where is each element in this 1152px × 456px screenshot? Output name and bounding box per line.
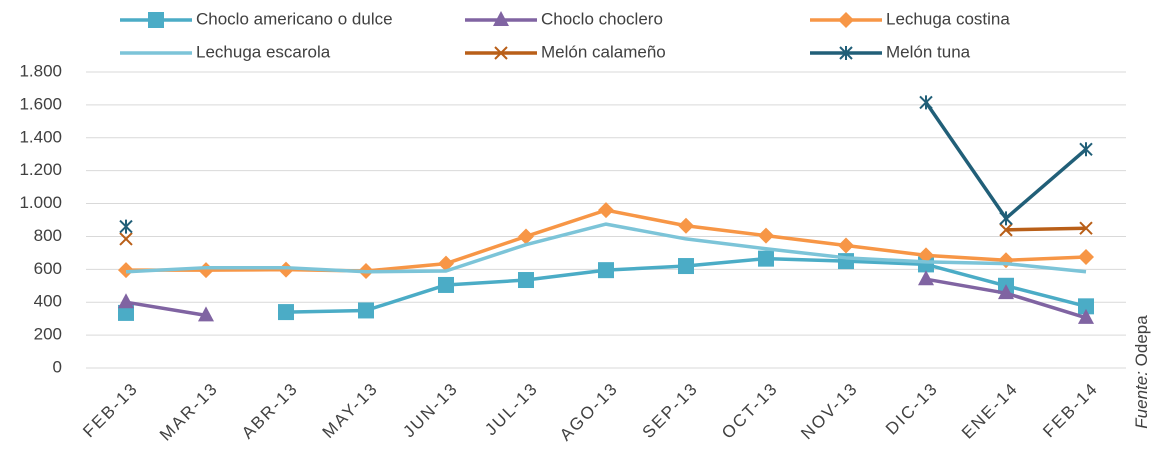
marker <box>358 302 374 319</box>
legend-label: Melón calameño <box>541 42 666 61</box>
y-tick-label: 1.000 <box>19 193 62 212</box>
series-line <box>125 222 1087 274</box>
marker <box>118 293 134 309</box>
y-tick-label: 800 <box>34 226 62 245</box>
x-tick-label: SEP-13 <box>639 379 702 442</box>
x-tick-label: FEB-13 <box>79 379 142 442</box>
x-tick-label: MAY-13 <box>319 379 382 442</box>
y-tick-label: 0 <box>53 357 62 376</box>
marker <box>839 46 853 60</box>
marker <box>119 232 133 246</box>
y-tick-label: 1.600 <box>19 94 62 113</box>
y-tick-label: 1.200 <box>19 160 62 179</box>
marker <box>198 262 214 279</box>
marker <box>493 11 509 26</box>
marker <box>438 276 454 293</box>
marker <box>758 227 774 244</box>
x-tick-label: OCT-13 <box>718 379 782 443</box>
marker <box>198 306 214 322</box>
marker <box>758 250 774 267</box>
source: Odepa <box>1132 315 1151 367</box>
marker <box>148 12 164 28</box>
marker <box>598 202 614 219</box>
marker <box>1079 142 1093 157</box>
marker <box>918 270 934 286</box>
series-line <box>125 277 1087 320</box>
marker <box>494 46 508 60</box>
marker <box>278 261 294 278</box>
legend-label: Choclo choclero <box>541 9 663 28</box>
marker <box>678 258 694 275</box>
legend-label: Melón tuna <box>886 42 971 61</box>
marker <box>999 223 1013 237</box>
marker <box>1079 221 1093 235</box>
x-tick-label: MAR-13 <box>156 379 222 445</box>
y-tick-label: 1.800 <box>19 61 62 80</box>
marker <box>518 228 534 245</box>
x-tick-label: FEB-14 <box>1039 379 1102 442</box>
legend-label: Lechuga costina <box>886 9 1010 28</box>
marker <box>518 272 534 289</box>
marker <box>838 12 854 28</box>
marker <box>278 304 294 321</box>
marker <box>118 304 134 321</box>
marker <box>919 95 933 110</box>
marker <box>598 262 614 279</box>
source-note: Fuente: Odepa <box>1132 315 1151 429</box>
marker <box>1078 308 1094 324</box>
x-tick-label: AGO-13 <box>556 379 622 445</box>
y-tick-label: 200 <box>34 325 62 344</box>
x-tick-label: JUN-13 <box>399 379 462 442</box>
x-tick-label: ABR-13 <box>238 379 302 443</box>
marker <box>998 284 1014 300</box>
y-tick-label: 1.400 <box>19 127 62 146</box>
x-tick-label: ENE-14 <box>958 379 1022 443</box>
legend-label: Choclo americano o dulce <box>196 9 393 28</box>
legend-label: Lechuga escarola <box>196 42 331 61</box>
marker <box>918 247 934 264</box>
source-label: Fuente: <box>1132 371 1151 429</box>
marker <box>438 255 454 272</box>
marker <box>678 217 694 234</box>
series-line <box>924 101 1088 221</box>
marker <box>999 211 1013 226</box>
x-tick-label: JUL-13 <box>481 379 542 440</box>
series-line <box>1005 226 1087 232</box>
x-tick-label: NOV-13 <box>797 379 862 444</box>
marker <box>1078 249 1094 265</box>
x-tick-label: DIC-13 <box>882 379 942 439</box>
y-tick-label: 600 <box>34 259 62 278</box>
marker <box>838 237 854 254</box>
y-tick-label: 400 <box>34 292 62 311</box>
marker <box>119 219 133 234</box>
marker <box>1078 298 1094 315</box>
